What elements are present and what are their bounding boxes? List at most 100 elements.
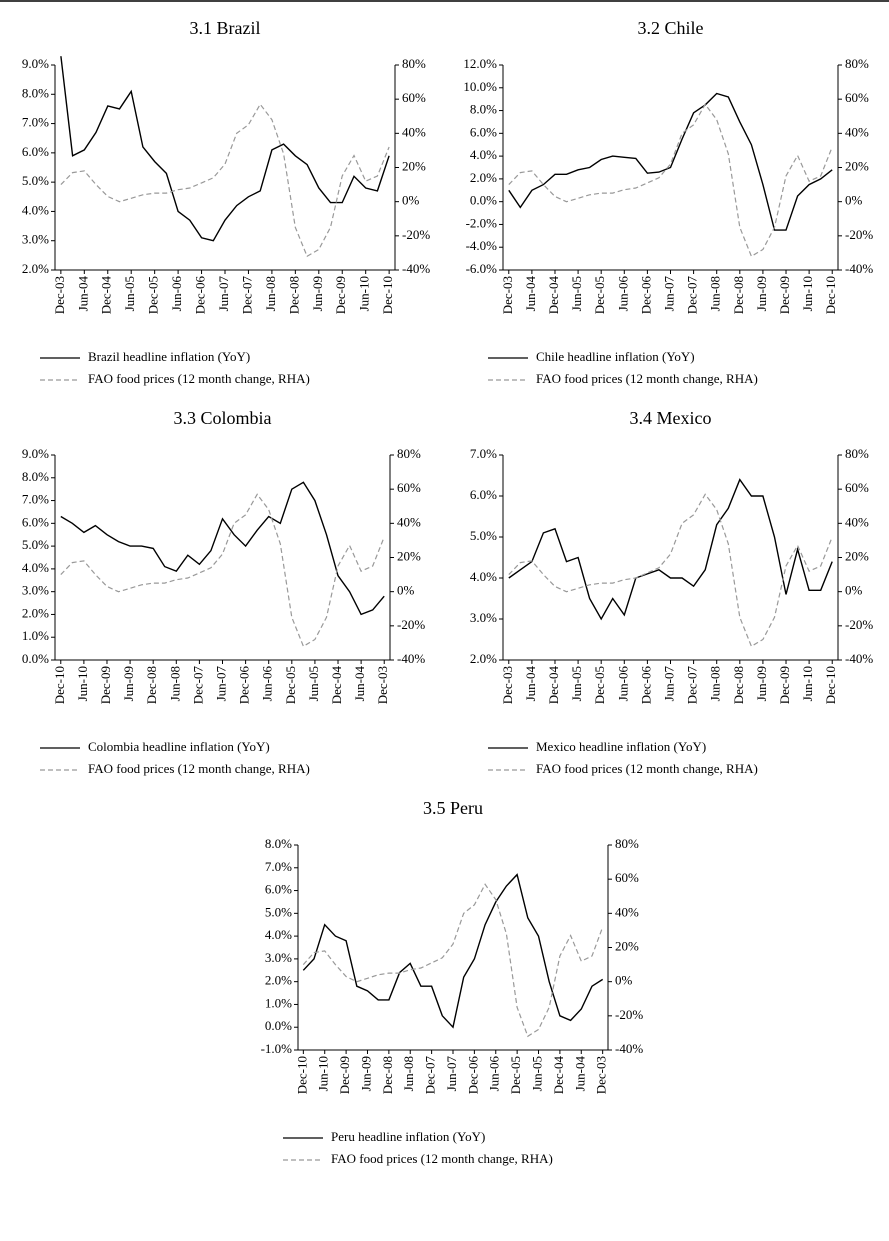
x-tick-label: Jun-07 <box>444 1056 459 1092</box>
x-tick-label: Dec-08 <box>380 1056 395 1094</box>
legend-label: FAO food prices (12 month change, RHA) <box>536 371 758 386</box>
y-tick-label: -4.0% <box>466 238 498 253</box>
x-tick-label: Jun-06 <box>260 666 275 702</box>
y2-tick-label: -40% <box>402 261 430 276</box>
x-tick-label: Dec-04 <box>551 1056 566 1095</box>
y2-tick-label: 40% <box>845 514 869 529</box>
x-tick-label: Jun-09 <box>358 1056 373 1091</box>
y-tick-label: 5.0% <box>265 904 292 919</box>
y-tick-label: 6.0% <box>265 882 292 897</box>
x-tick-label: Dec-06 <box>465 1056 480 1095</box>
x-tick-label: Dec-03 <box>52 276 67 314</box>
y2-tick-label: 60% <box>615 870 639 885</box>
x-tick-label: Jun-07 <box>216 276 231 312</box>
x-tick-label: Jun-04 <box>523 276 538 312</box>
y-tick-label: 1.0% <box>265 995 292 1010</box>
y-tick-label: 6.0% <box>470 124 497 139</box>
x-tick-label: Jun-10 <box>357 276 372 311</box>
chart-title: 3.5 Peru <box>423 798 483 818</box>
x-tick-label: Dec-06 <box>193 276 208 315</box>
x-tick-label: Dec-10 <box>294 1056 309 1094</box>
x-tick-label: Dec-05 <box>592 276 607 314</box>
y-tick-label: 9.0% <box>22 446 49 461</box>
x-tick-label: Jun-07 <box>661 666 676 702</box>
x-tick-label: Jun-04 <box>523 666 538 702</box>
x-tick-label: Jun-10 <box>800 276 815 311</box>
y-tick-label: 8.0% <box>265 836 292 851</box>
x-tick-label: Dec-07 <box>685 276 700 315</box>
y2-tick-label: 0% <box>615 973 633 988</box>
x-tick-label: Jun-06 <box>615 276 630 312</box>
series-line <box>508 478 833 621</box>
x-tick-label: Dec-08 <box>144 666 159 704</box>
series-line <box>508 92 833 231</box>
chart-title: 3.1 Brazil <box>190 18 261 38</box>
x-tick-label: Jun-08 <box>708 276 723 311</box>
y-tick-label: 0.0% <box>22 651 49 666</box>
x-tick-label: Dec-05 <box>508 1056 523 1094</box>
y-tick-label: 3.0% <box>470 610 497 625</box>
y-tick-label: 1.0% <box>22 628 49 643</box>
legend-label: Brazil headline inflation (YoY) <box>88 349 250 364</box>
y-tick-label: 9.0% <box>22 56 49 71</box>
y-tick-label: 4.0% <box>265 927 292 942</box>
x-tick-label: Dec-07 <box>190 666 205 705</box>
y-tick-label: 0.0% <box>265 1018 292 1033</box>
y-tick-label: 10.0% <box>463 79 497 94</box>
y-tick-label: 5.0% <box>470 528 497 543</box>
y2-tick-label: -20% <box>845 617 873 632</box>
x-tick-label: Dec-04 <box>329 666 344 705</box>
x-tick-label: Dec-07 <box>423 1056 438 1095</box>
x-tick-label: Jun-05 <box>306 666 321 701</box>
y-tick-label: 3.0% <box>22 232 49 247</box>
y-tick-label: 7.0% <box>470 446 497 461</box>
x-tick-label: Dec-05 <box>592 666 607 704</box>
y2-tick-label: -20% <box>397 617 425 632</box>
x-tick-label: Dec-05 <box>146 276 161 314</box>
x-tick-label: Jun-10 <box>316 1056 331 1091</box>
y2-tick-label: 0% <box>845 583 863 598</box>
chart-title: 3.4 Mexico <box>630 408 712 428</box>
y2-tick-label: -20% <box>845 227 873 242</box>
y-tick-label: 12.0% <box>463 56 497 71</box>
y2-tick-label: -40% <box>615 1041 643 1056</box>
y2-tick-label: -40% <box>397 651 425 666</box>
y2-tick-label: 0% <box>845 193 863 208</box>
x-tick-label: Dec-10 <box>380 276 395 314</box>
series-line <box>60 103 390 258</box>
series-line <box>60 481 385 616</box>
x-tick-label: Dec-09 <box>337 1056 352 1094</box>
x-tick-label: Dec-03 <box>500 666 515 704</box>
x-tick-label: Dec-06 <box>638 666 653 705</box>
y-tick-label: 0.0% <box>470 193 497 208</box>
x-tick-label: Dec-06 <box>237 666 252 705</box>
x-tick-label: Dec-03 <box>500 276 515 314</box>
series-line <box>302 873 604 1029</box>
x-tick-label: Dec-05 <box>283 666 298 704</box>
y2-tick-label: 60% <box>845 480 869 495</box>
x-tick-label: Jun-07 <box>661 276 676 312</box>
y2-tick-label: 60% <box>402 90 426 105</box>
x-tick-label: Dec-09 <box>333 276 348 314</box>
x-tick-label: Jun-04 <box>75 276 90 312</box>
x-tick-label: Jun-10 <box>75 666 90 701</box>
y-tick-label: 4.0% <box>470 569 497 584</box>
x-tick-label: Jun-04 <box>572 1056 587 1092</box>
y-tick-label: 4.0% <box>22 202 49 217</box>
x-tick-label: Dec-08 <box>731 666 746 704</box>
y2-tick-label: -20% <box>402 227 430 242</box>
x-tick-label: Jun-06 <box>487 1056 502 1092</box>
y2-tick-label: 80% <box>397 446 421 461</box>
legend-label: FAO food prices (12 month change, RHA) <box>88 761 310 776</box>
x-tick-label: Jun-08 <box>263 276 278 311</box>
y-tick-label: 2.0% <box>470 651 497 666</box>
x-tick-label: Dec-04 <box>99 276 114 315</box>
y-tick-label: 3.0% <box>22 583 49 598</box>
y-tick-label: 4.0% <box>470 147 497 162</box>
y2-tick-label: 80% <box>615 836 639 851</box>
y2-tick-label: 60% <box>845 90 869 105</box>
y2-tick-label: 80% <box>402 56 426 71</box>
x-tick-label: Dec-09 <box>777 276 792 314</box>
y-tick-label: 2.0% <box>22 261 49 276</box>
